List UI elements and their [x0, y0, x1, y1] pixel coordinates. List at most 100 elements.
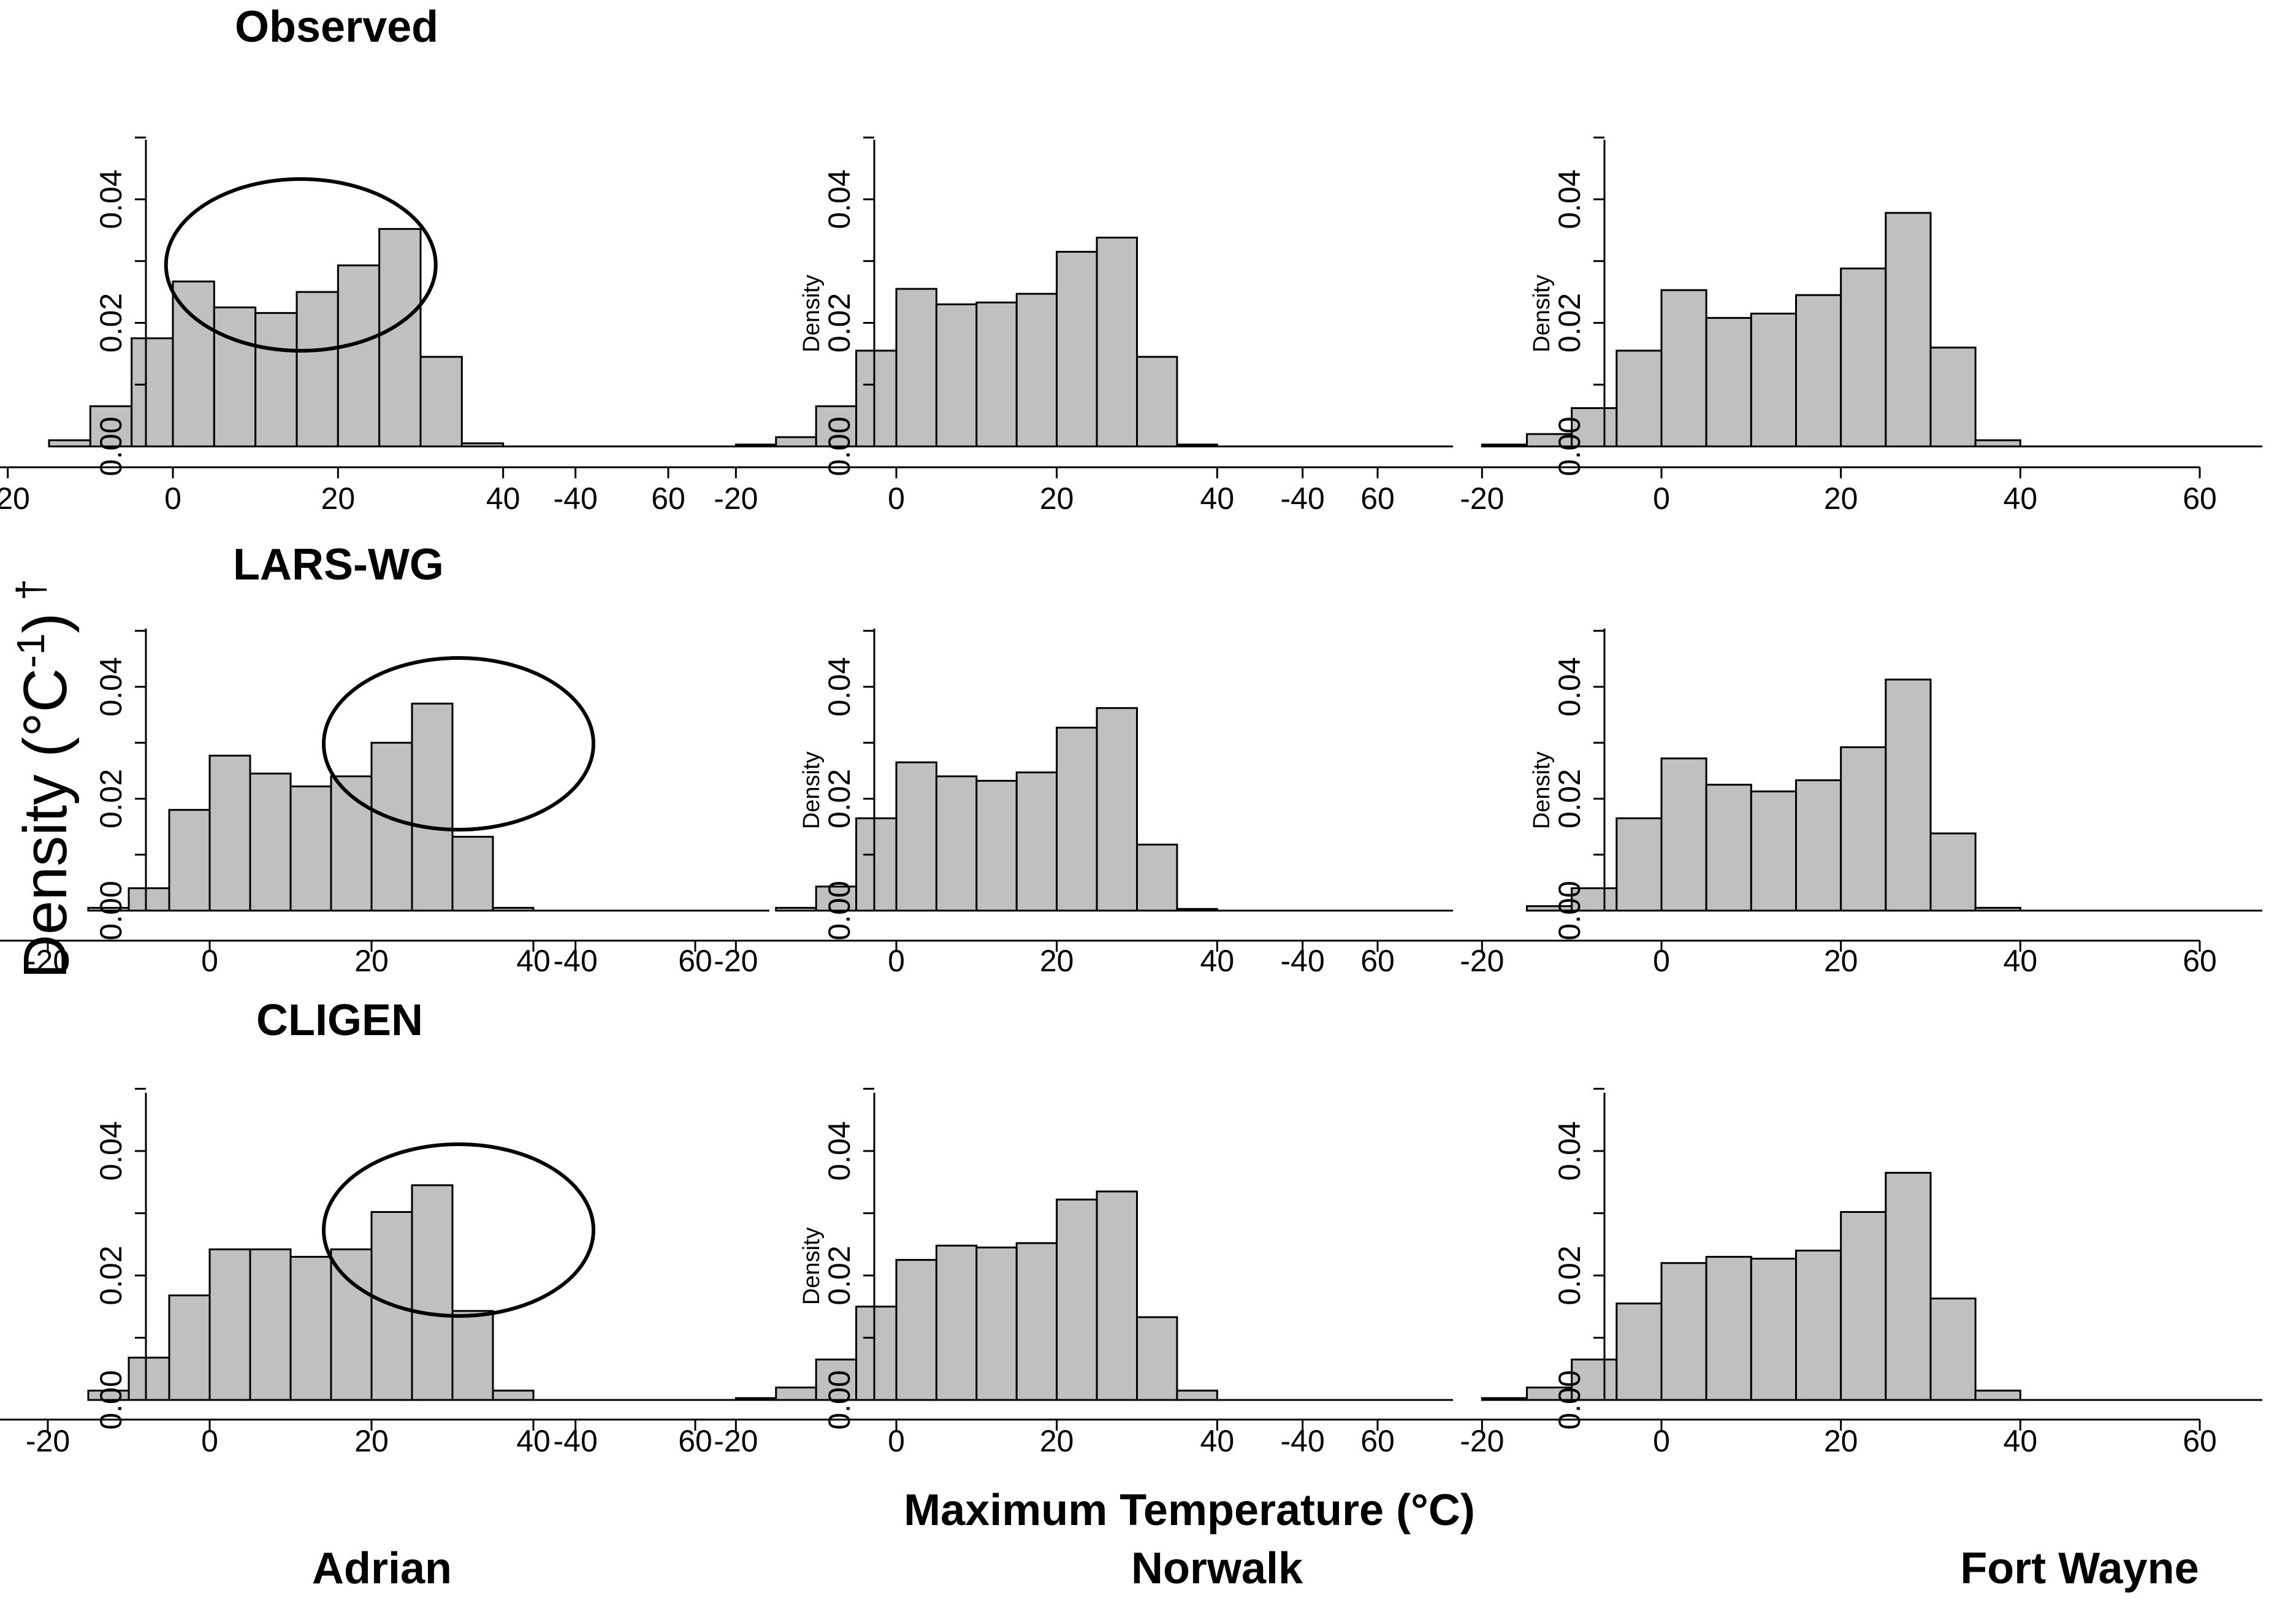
histogram-bar	[1750, 312, 1797, 448]
histogram-bar	[1705, 316, 1752, 448]
x-tick-label: -40	[554, 944, 598, 978]
histogram-bar	[1096, 236, 1138, 448]
x-tick-label: 40	[516, 944, 551, 978]
histogram-bar	[419, 356, 463, 448]
x-tick-label: 60	[2183, 481, 2217, 516]
y-tick-label: 0.04	[822, 1121, 856, 1180]
x-tick-label: -20	[26, 944, 70, 978]
histogram-bar	[1056, 251, 1098, 448]
histogram-bar	[815, 885, 858, 912]
histogram-bar	[411, 1184, 454, 1401]
histogram-bar	[249, 772, 292, 912]
panel-cligen-adrian: 0.00 0.02 0.04 -40 -20 0 20 40 60	[0, 1088, 769, 1458]
panel-cligen-fort-wayne: 0.00 0.02 0.04 -40 -20 0 20 40 60	[1281, 1088, 2262, 1458]
histogram-bar	[378, 228, 422, 448]
y-tick-label: 0.04	[94, 657, 128, 716]
y-tick-label: 0.00	[822, 416, 856, 476]
y-tick-label: 0.00	[94, 881, 128, 940]
x-tick-label: 20	[354, 944, 389, 978]
y-tick-label: 0.02	[822, 769, 856, 828]
x-tick-label: -20	[0, 481, 30, 516]
histogram-bar	[370, 741, 413, 912]
y-tick-label: 0.02	[94, 769, 128, 828]
histogram-bar	[895, 1259, 937, 1401]
histogram-bar	[492, 1390, 535, 1401]
histogram-bar	[1136, 1316, 1178, 1401]
x-tick-label: 60	[2183, 944, 2217, 978]
histogram-bar	[1481, 1397, 1528, 1401]
highlight-ellipse	[164, 177, 438, 353]
histogram-bar	[1015, 293, 1058, 448]
y-tick-label: 0.04	[822, 657, 856, 716]
x-tick-label: 0	[1653, 1424, 1670, 1458]
histogram-bar	[131, 337, 174, 448]
y-tick-label: 0.02	[94, 1245, 128, 1305]
panel-y-axis-label: Density	[1529, 751, 1555, 829]
x-tick-label: 20	[1824, 1424, 1858, 1458]
histogram-bar	[249, 1248, 292, 1401]
x-tick-label: 20	[1824, 944, 1858, 978]
histogram-bar	[935, 775, 978, 912]
x-tick-label: -20	[714, 944, 758, 978]
histogram-bar	[1750, 1258, 1797, 1401]
x-tick-label: -20	[1460, 944, 1504, 978]
histogram-bar	[168, 809, 211, 912]
histogram-bar	[296, 291, 339, 448]
histogram-bar	[1015, 1242, 1058, 1401]
histogram-bar	[1096, 1190, 1138, 1401]
histogram-bar	[975, 1246, 1018, 1401]
x-tick-label: 0	[888, 944, 905, 978]
panel-y-axis-label: Density	[799, 751, 825, 829]
row-title-cligen: CLIGEN	[256, 996, 423, 1045]
x-tick-label: 0	[201, 1424, 218, 1458]
histogram-bar	[895, 288, 937, 448]
x-tick-label: 60	[1360, 944, 1395, 978]
histogram-bar	[1840, 746, 1887, 912]
main-y-axis-label-dagger: †	[9, 579, 53, 601]
x-tick-label: 40	[1200, 1424, 1235, 1458]
panel-lars-wg-adrian: 0.00 0.02 0.04 -40 -20 0 20 40 60	[0, 629, 769, 978]
x-tick-label: 60	[1360, 1424, 1395, 1458]
x-tick-label: 20	[321, 481, 356, 516]
panels-group: 0.00 0.02 0.04 -40 -20 0 20 40 60 0.00 0.02 0.04 Den…	[0, 136, 2262, 1458]
histogram-bar	[1974, 1390, 2021, 1401]
x-tick-label: 40	[516, 1424, 551, 1458]
x-tick-label: -40	[554, 481, 598, 516]
histogram-bar	[1840, 1210, 1887, 1401]
histogram-bar	[1136, 356, 1178, 448]
x-tick-label: 60	[1360, 481, 1395, 516]
x-axis-label: Maximum Temperature (°C)	[904, 1486, 1475, 1535]
histogram-bar	[1571, 1358, 1618, 1401]
panel-observed-adrian: 0.00 0.02 0.04 -40 -20 0 20 40 60	[0, 136, 739, 516]
site-label-fort-wayne: Fort Wayne	[1960, 1544, 2199, 1593]
x-tick-label: 60	[651, 481, 685, 516]
histogram-bar	[1929, 1298, 1977, 1401]
main-y-axis-label-close: )	[11, 613, 80, 633]
panel-y-axis-label: Density	[799, 1227, 825, 1305]
x-tick-label: 40	[2004, 944, 2038, 978]
histogram-bar	[1136, 843, 1178, 912]
panel-lars-wg-fort-wayne: 0.00 0.02 0.04 Density -40 -20 0 20 40 60	[1281, 629, 2262, 978]
y-tick-label: 0.02	[822, 293, 856, 353]
histogram-bar	[411, 702, 454, 912]
x-tick-label: 40	[2004, 1424, 2038, 1458]
histogram-bar	[1885, 678, 1932, 912]
histogram-bar	[1660, 757, 1707, 912]
y-tick-label: 0.02	[1552, 1245, 1587, 1305]
row-title-observed: Observed	[235, 2, 438, 52]
x-tick-label: 40	[486, 481, 521, 516]
y-tick-label: 0.00	[94, 1370, 128, 1429]
x-tick-label: 0	[888, 1424, 905, 1458]
y-tick-label: 0.04	[1552, 1121, 1587, 1180]
x-tick-label: 40	[1200, 944, 1235, 978]
histogram-bar	[935, 303, 978, 448]
x-tick-label: 20	[354, 1424, 389, 1458]
histogram-bar	[330, 1248, 373, 1401]
x-tick-label: -40	[1281, 1424, 1325, 1458]
site-label-norwalk: Norwalk	[1131, 1544, 1303, 1593]
main-y-axis-label: Density (°C-1) †	[9, 579, 80, 979]
y-tick-label: 0.00	[1552, 1370, 1587, 1429]
histogram-bar	[855, 1306, 898, 1401]
main-y-axis-label-text: Density (°C	[11, 668, 80, 979]
